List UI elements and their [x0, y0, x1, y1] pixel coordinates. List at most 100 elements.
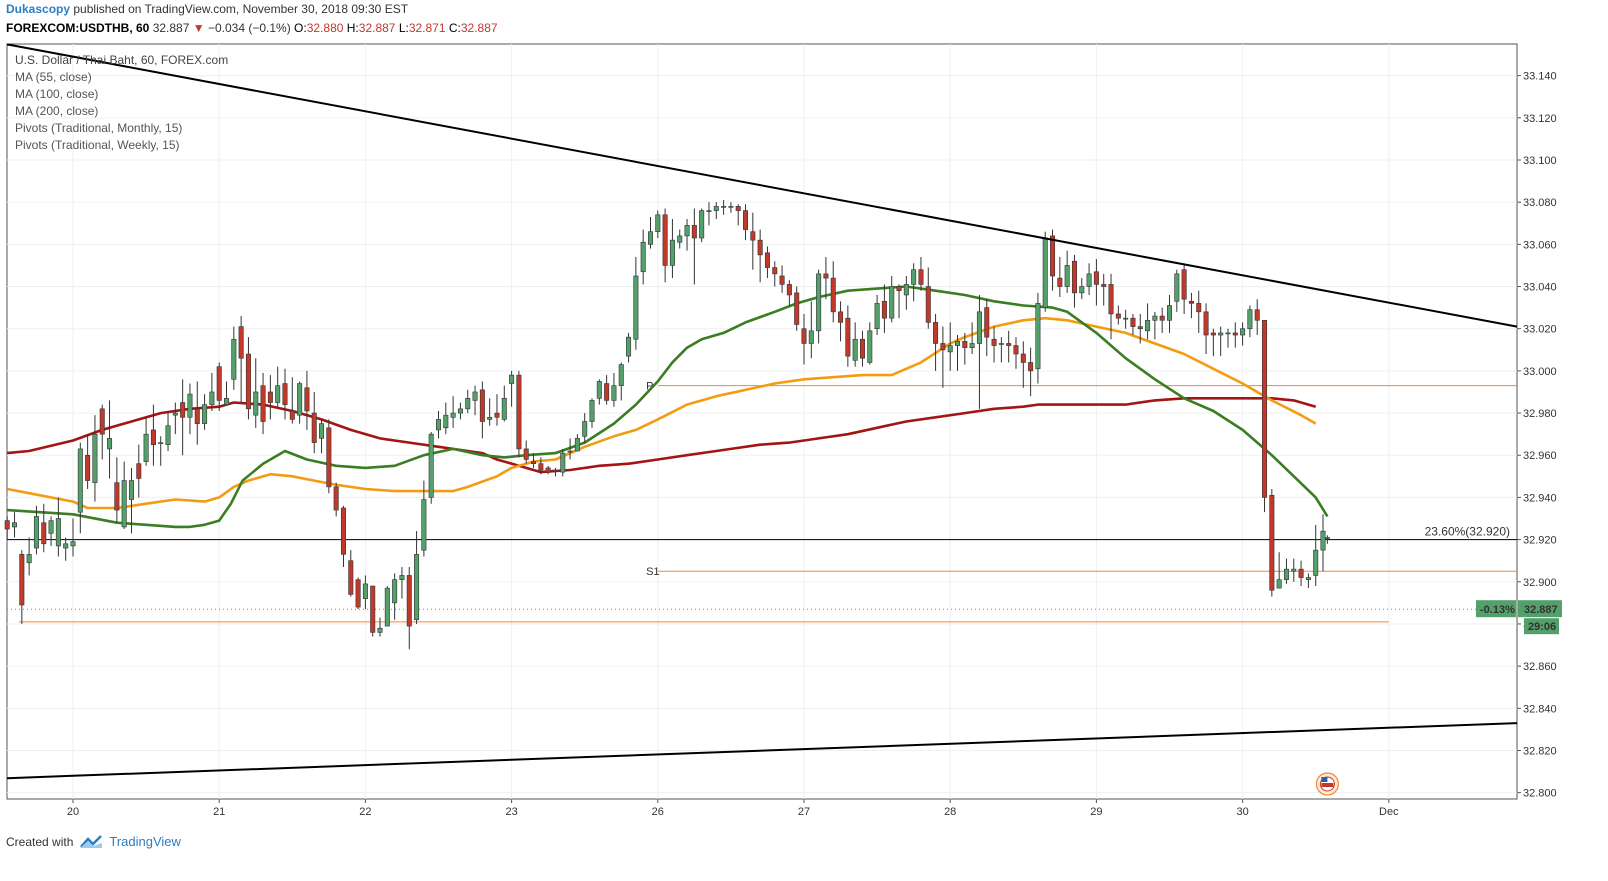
candle-up: [903, 284, 909, 296]
candle-up: [12, 522, 18, 528]
candle-down: [494, 412, 500, 418]
candle-up: [487, 416, 493, 420]
created-with-label: Created with: [6, 834, 74, 849]
candle-down: [238, 326, 244, 359]
candle-up: [209, 391, 215, 405]
candle-up: [457, 408, 463, 414]
candle-up: [377, 627, 383, 633]
candle-down: [757, 239, 763, 256]
trendline-extension: [6, 43, 74, 58]
candle-up: [450, 412, 456, 418]
legend-item-ma55[interactable]: MA (55, close): [15, 70, 92, 84]
candle-up: [1079, 286, 1085, 294]
candle-up: [443, 414, 449, 429]
candle-up: [976, 311, 982, 344]
tradingview-brand[interactable]: TradingView: [109, 834, 181, 849]
candle-down: [267, 391, 273, 403]
trendline-extension: [6, 774, 74, 780]
pivot-label-s1: S1: [646, 566, 659, 578]
candle-down: [691, 225, 697, 239]
candle-up: [626, 336, 632, 357]
candle-up: [143, 433, 149, 462]
y-tick-label: 32.900: [1523, 577, 1557, 589]
plot-area: [6, 43, 1518, 800]
candle-up: [1145, 319, 1151, 332]
candle-down: [150, 429, 156, 445]
legend-item-ma100[interactable]: MA (100, close): [15, 87, 99, 101]
candle-down: [516, 374, 522, 450]
candle-up: [165, 425, 171, 445]
candle-up: [77, 448, 83, 513]
candle-down: [764, 252, 770, 268]
x-tick-label: 21: [213, 806, 225, 818]
candle-up: [1276, 579, 1282, 589]
candle-down: [984, 307, 990, 338]
candle-up: [187, 393, 193, 418]
candle-up: [647, 231, 653, 245]
candle-up: [1064, 265, 1070, 287]
candle-down: [1057, 277, 1063, 287]
candle-down: [1262, 319, 1268, 498]
candle-up: [567, 450, 573, 453]
candle-up: [969, 343, 975, 348]
candle-up: [1086, 273, 1092, 287]
x-tick-label: Dec: [1379, 806, 1399, 818]
high-label: H:: [346, 21, 359, 35]
candle-up: [640, 241, 646, 273]
candle-down: [1130, 317, 1136, 327]
candle-up: [1225, 332, 1231, 335]
candle-up: [889, 286, 895, 319]
candle-down: [311, 412, 317, 443]
candle-down: [1203, 311, 1209, 336]
candle-up: [1035, 303, 1041, 370]
candle-up: [428, 433, 434, 498]
close-value: 32.887: [460, 21, 498, 35]
price-tag: [1518, 600, 1562, 618]
change-value: −0.034 (−0.1%): [207, 21, 291, 35]
x-tick-label: 29: [1090, 806, 1102, 818]
candle-up: [48, 520, 54, 534]
candle-down: [962, 341, 968, 348]
candle-down: [289, 410, 295, 420]
candle-down: [194, 408, 200, 424]
legend-item-pivots-monthly[interactable]: Pivots (Traditional, Monthly, 15): [15, 121, 183, 135]
x-tick-label: 26: [652, 806, 664, 818]
candle-down: [348, 560, 354, 595]
candle-up: [1240, 328, 1246, 336]
candle-up: [699, 210, 705, 239]
y-tick-label: 33.100: [1523, 155, 1557, 167]
footer: Created with TradingView: [6, 834, 181, 849]
candle-down: [19, 554, 25, 606]
candle-up: [70, 541, 76, 547]
candle-down: [355, 579, 361, 608]
candle-up: [414, 554, 420, 621]
legend-title: U.S. Dollar / Thai Baht, 60, FOREX.com: [15, 53, 229, 67]
event-flag-canton: [1321, 777, 1328, 782]
tradingview-logo-icon[interactable]: [79, 834, 103, 849]
candle-down: [1298, 568, 1304, 578]
y-tick-label: 32.940: [1523, 492, 1557, 504]
legend-item-ma200[interactable]: MA (200, close): [15, 104, 99, 118]
candle-up: [55, 518, 61, 547]
candle-down: [523, 448, 529, 460]
author-link[interactable]: Dukascopy: [6, 2, 71, 16]
y-tick-label: 32.860: [1523, 661, 1557, 673]
change-arrow-icon: ▼: [192, 21, 205, 35]
legend-item-pivots-weekly[interactable]: Pivots (Traditional, Weekly, 15): [15, 138, 180, 152]
candle-down: [333, 486, 339, 511]
candle-up: [684, 225, 690, 237]
candle-up: [998, 343, 1004, 345]
countdown-tag: [1524, 618, 1559, 635]
published-text: published on TradingView.com, November 3…: [73, 2, 409, 16]
y-tick-label: 33.040: [1523, 282, 1557, 294]
open-label: O:: [294, 21, 307, 35]
candle-down: [41, 522, 47, 545]
candle-up: [1123, 317, 1129, 320]
fib-label: 23.60%(32.920): [1425, 525, 1510, 539]
candle-down: [743, 210, 749, 230]
change-tag-label: -0.13%: [1480, 604, 1515, 616]
candle-up: [816, 273, 822, 332]
y-tick-label: 32.960: [1523, 450, 1557, 462]
candle-up: [852, 338, 858, 361]
